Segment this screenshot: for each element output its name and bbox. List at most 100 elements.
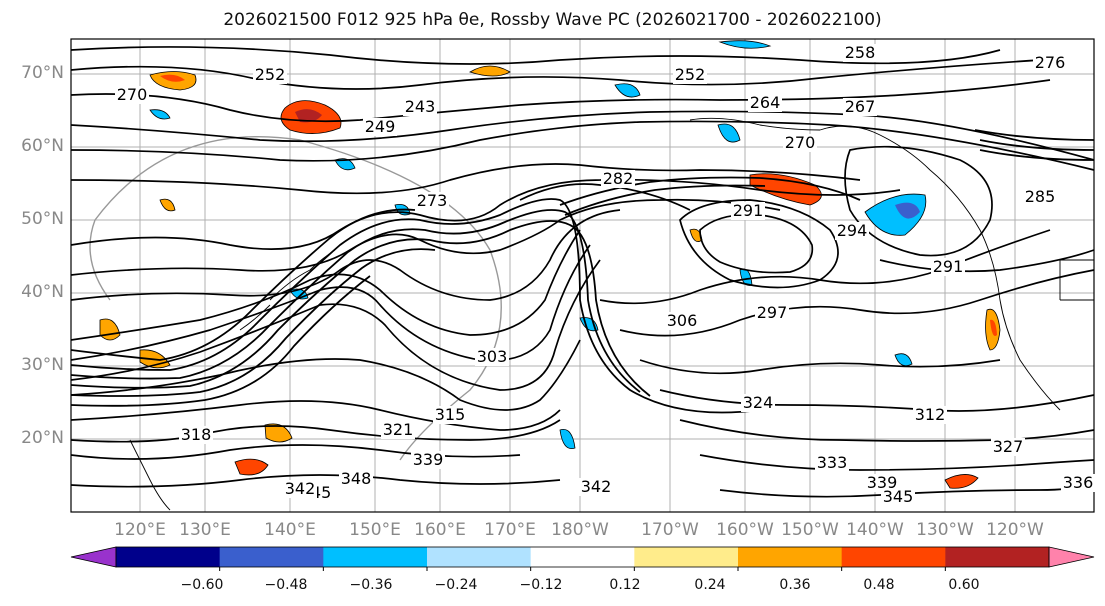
contour-label-background bbox=[363, 118, 397, 136]
contour-label: 321 bbox=[383, 420, 414, 439]
colorbar-tick-label: 0.60 bbox=[948, 577, 980, 593]
lon-label-170w: 170°W bbox=[641, 520, 699, 540]
lon-label-140e: 140°E bbox=[264, 520, 316, 540]
lat-label-30n: 30°N bbox=[21, 355, 64, 375]
contour-label-background bbox=[253, 66, 287, 84]
contour-label-background bbox=[755, 304, 789, 322]
contour-label: 345 bbox=[883, 487, 914, 506]
contour-label-background bbox=[283, 480, 317, 498]
lon-label-120e: 120°E bbox=[114, 520, 166, 540]
contour-label-background bbox=[881, 488, 915, 506]
contour-label-background bbox=[339, 470, 373, 488]
lon-label-130e: 130°E bbox=[179, 520, 231, 540]
contour-label-background bbox=[601, 170, 635, 188]
contour-label-background bbox=[673, 66, 707, 84]
colorbar bbox=[70, 546, 1095, 571]
lon-label-170e: 170°E bbox=[484, 520, 536, 540]
lat-label-40n: 40°N bbox=[21, 282, 64, 302]
contour-label: 267 bbox=[845, 97, 876, 116]
contour-label-background bbox=[115, 86, 149, 104]
contour-label: 333 bbox=[817, 453, 848, 472]
contour-label-background bbox=[411, 451, 445, 469]
lat-label-60n: 60°N bbox=[21, 136, 64, 156]
contour-label-background bbox=[835, 222, 869, 240]
contour-label: 306 bbox=[667, 311, 698, 330]
lon-label-160w: 160°W bbox=[716, 520, 774, 540]
lon-label-140w: 140°W bbox=[846, 520, 904, 540]
contour-label: 339 bbox=[413, 450, 444, 469]
contour-label-background bbox=[1033, 54, 1067, 72]
lon-label-150w: 150°W bbox=[781, 520, 839, 540]
colorbar-tick-label: 0.12 bbox=[609, 577, 641, 593]
contour-label: 249 bbox=[365, 117, 396, 136]
colorbar-tick-label: −0.12 bbox=[519, 577, 563, 593]
contour-label-background bbox=[731, 202, 765, 220]
colorbar-tick-label: 0.24 bbox=[694, 577, 726, 593]
contour-label-background bbox=[1061, 474, 1095, 492]
contour-label: 282 bbox=[603, 169, 634, 188]
contour-label-background bbox=[913, 406, 947, 424]
colorbar-segment bbox=[738, 547, 843, 567]
contour-label: 342 bbox=[285, 479, 316, 498]
contour-label-background bbox=[475, 348, 509, 366]
contour-label: 297 bbox=[757, 303, 788, 322]
contour-label-background bbox=[748, 94, 782, 112]
contour-label-background bbox=[403, 98, 437, 116]
contour-label: 252 bbox=[255, 65, 286, 84]
colorbar-segment bbox=[530, 547, 635, 567]
contour-label: 312 bbox=[915, 405, 946, 424]
lat-label-50n: 50°N bbox=[21, 209, 64, 229]
contour-label-background bbox=[179, 426, 213, 444]
contour-label: 243 bbox=[405, 97, 436, 116]
contour-label: 276 bbox=[1035, 53, 1066, 72]
lon-label-150e: 150°E bbox=[349, 520, 401, 540]
colorbar-segment bbox=[323, 547, 428, 567]
contour-label-background bbox=[931, 258, 965, 276]
colorbar-frame bbox=[115, 546, 1050, 568]
contour-label: 258 bbox=[845, 43, 876, 62]
colorbar-tick-label: 0.36 bbox=[779, 577, 811, 593]
lon-label-120w: 120°W bbox=[986, 520, 1044, 540]
chart-title: 2026021500 F012 925 hPa θe, Rossby Wave … bbox=[223, 10, 882, 30]
lat-label-20n: 20°N bbox=[21, 428, 64, 448]
contour-label: 324 bbox=[743, 393, 774, 412]
colorbar-tick-label: 0.48 bbox=[863, 577, 895, 593]
contour-label-background bbox=[1023, 188, 1057, 206]
colorbar-segment bbox=[219, 547, 324, 567]
colorbar-tick-label: −0.24 bbox=[434, 577, 478, 593]
contour-label-background bbox=[783, 134, 817, 152]
colorbar-segment bbox=[634, 547, 739, 567]
contour-label: 336 bbox=[1063, 473, 1094, 492]
contour-label: 315 bbox=[435, 405, 466, 424]
contour-label-background bbox=[991, 438, 1025, 456]
contour-label: 270 bbox=[785, 133, 816, 152]
map-frame bbox=[70, 38, 1095, 513]
theta-e-contours bbox=[70, 46, 1095, 498]
contour-label: 318 bbox=[181, 425, 212, 444]
lon-label-130w: 130°W bbox=[916, 520, 974, 540]
contour-label-background bbox=[741, 394, 775, 412]
lat-label-70n: 70°N bbox=[21, 63, 64, 83]
frontal-band-contours bbox=[70, 129, 1095, 414]
colorbar-segment bbox=[841, 547, 946, 567]
colorbar-tick-label: −0.60 bbox=[180, 577, 224, 593]
contour-label-layer: 252 252 258 243 249 264 267 270 282 273 291 294 285 2… bbox=[115, 43, 1095, 506]
contour-label-background bbox=[865, 474, 899, 492]
contour-label-background bbox=[665, 312, 699, 330]
colorbar-tick-label: −0.36 bbox=[349, 577, 393, 593]
contour-label: 270 bbox=[117, 85, 148, 104]
colorbar-tick-label: −0.48 bbox=[264, 577, 308, 593]
contour-label: 264 bbox=[750, 93, 781, 112]
contour-label: 339 bbox=[867, 473, 898, 492]
contour-label-background bbox=[433, 406, 467, 424]
colorbar-segment bbox=[427, 547, 532, 567]
contour-label-background bbox=[815, 454, 849, 472]
coastlines bbox=[129, 117, 1094, 511]
sector-rings bbox=[89, 136, 502, 461]
contour-label-background bbox=[381, 421, 415, 439]
contour-label: 291 bbox=[733, 201, 764, 220]
contour-label-background bbox=[843, 44, 877, 62]
contour-label: 273 bbox=[417, 191, 448, 210]
lon-label-180w: 180°W bbox=[551, 520, 609, 540]
